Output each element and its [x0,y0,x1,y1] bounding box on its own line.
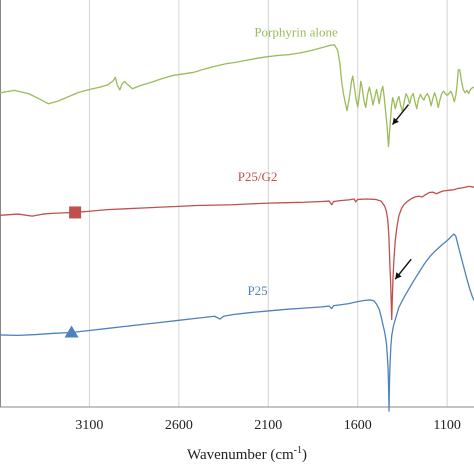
series-line-p25 [0,233,474,412]
x-tick-label-2600: 2600 [165,418,193,433]
series-label-p25-g2: P25/G2 [238,169,278,184]
x-tick-label-3100: 3100 [75,418,103,433]
x-tick-label-2100: 2100 [254,418,282,433]
series-labels: Porphyrin alone P25/G2 P25 [238,25,338,298]
arrow-head-1 [392,117,399,125]
series-label-p25: P25 [247,283,267,298]
marker-p25-g2 [69,206,82,219]
arrow-head-2 [395,272,402,280]
series-line-porphyrin-alone [0,44,474,148]
x-axis-title-main: Wavenumber (cm [187,447,294,463]
series-group [0,44,474,412]
x-axis-title-sup: -1 [294,445,302,456]
arrow-group [391,104,412,280]
x-tick-label-1100: 1100 [433,418,460,433]
x-tick-label-1600: 1600 [344,418,372,433]
marker-group [64,206,82,338]
x-axis-title-close: ) [302,447,307,463]
marker-p25 [64,325,79,338]
series-line-p25-g2 [0,185,474,321]
series-label-porphyrin-alone: Porphyrin alone [254,25,338,40]
x-tick-labels: 3100 2600 2100 1600 1100 [75,418,460,433]
x-axis-title: Wavenumber (cm-1) [187,445,307,463]
